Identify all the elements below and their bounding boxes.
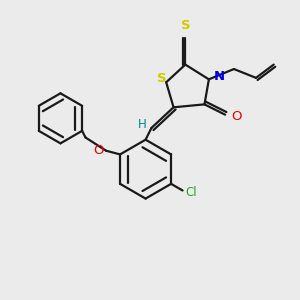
Text: O: O [231, 110, 242, 123]
Text: S: S [181, 19, 190, 32]
Text: H: H [138, 118, 146, 131]
Text: Cl: Cl [185, 186, 197, 199]
Text: N: N [214, 70, 225, 83]
Text: S: S [157, 72, 166, 85]
Text: O: O [93, 144, 104, 157]
